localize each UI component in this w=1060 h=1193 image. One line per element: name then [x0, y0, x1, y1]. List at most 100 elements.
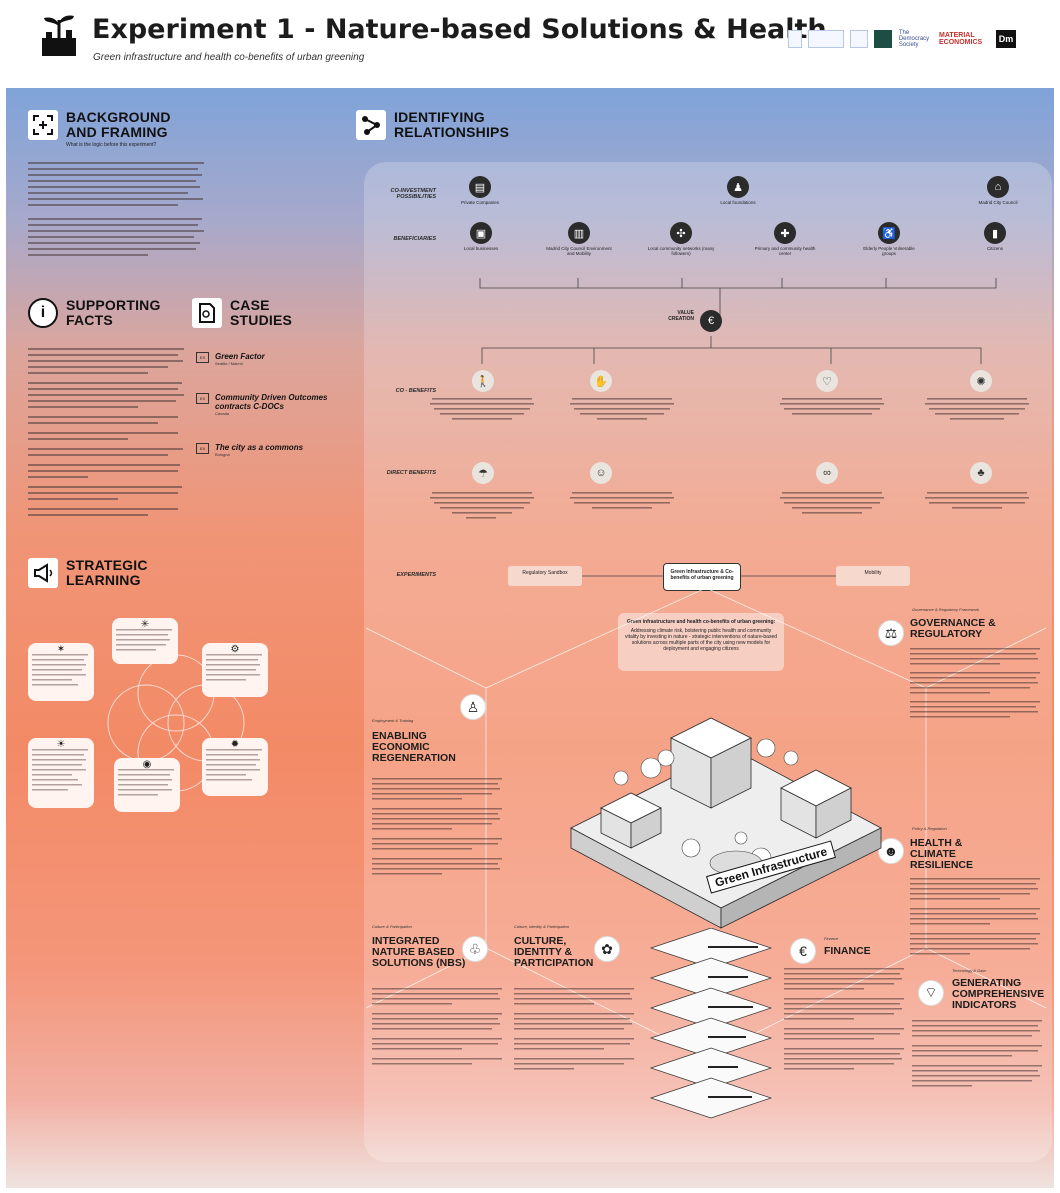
hands-icon: ✋ [590, 370, 612, 392]
learning-box: ☀ [28, 738, 94, 808]
nbs-text [372, 988, 502, 1065]
topic-title-nbs: INTEGRATED NATURE BASED SOLUTIONS (NBS) [372, 935, 466, 969]
row-label-co-investment: CO-INVESTMENT POSSIBILITIES [390, 188, 436, 200]
experiment-hub[interactable]: Green Infrastructure & Co-benefits of ur… [663, 563, 741, 591]
beneficiary-node[interactable]: ▣ Local businesses [448, 222, 514, 251]
beneficiary-node[interactable]: ▥ Madrid City Council Environment and Mo… [546, 222, 612, 256]
direct-benefit-texts [430, 492, 1029, 519]
culture-icon: ✿ [594, 936, 620, 962]
gavel-icon: ⚖ [878, 620, 904, 646]
co-investor-node[interactable]: ♟ Local foundations [708, 176, 768, 205]
background-title: BACKGROUND AND FRAMING [66, 109, 171, 140]
partner-logo: MATERIAL ECONOMICS [939, 32, 983, 46]
health-text [910, 878, 1040, 955]
case-location: Bologna [215, 452, 230, 457]
experiment-note-title: Green infrastructure and health co-benef… [626, 619, 776, 625]
elderly-icon: ♿ [878, 222, 900, 244]
governance-text [910, 648, 1040, 718]
co-investor-node[interactable]: ▤ Private Companies [450, 176, 510, 205]
foundation-icon: ♟ [727, 176, 749, 198]
beneficiary-node[interactable]: ▮ Citizens [962, 222, 1028, 251]
experiment-right-pill[interactable]: Mobility [836, 566, 910, 586]
strategic-section-header: STRATEGIC LEARNING [28, 558, 216, 588]
experiment-connector [582, 575, 836, 577]
co-benefit-connectors [481, 336, 982, 364]
supporting-title: SUPPORTING FACTS [66, 297, 161, 328]
co-benefit-node[interactable]: ♡ [814, 370, 840, 392]
background-body [28, 162, 208, 284]
topic-title-finance: FINANCE [824, 945, 871, 957]
case-study-item[interactable]: EX The city as a commons Bologna [196, 443, 305, 457]
topic-category: Employment & Training [372, 718, 414, 723]
node-label: Madrid City Council Environment and Mobi… [546, 246, 612, 256]
finance-text [784, 968, 904, 1070]
row-label-beneficiaries: BENEFICIARIES [393, 236, 436, 242]
eye-small-icon: ◉ [142, 759, 152, 770]
green-infrastructure-illustration [570, 717, 882, 929]
document-icon [192, 298, 222, 328]
node-label: Private Companies [460, 200, 500, 205]
topic-title-governance: GOVERNANCE & REGULATORY [910, 617, 996, 640]
star-small-icon: ✶ [56, 644, 66, 655]
value-creation-label: VALUE CREATION [668, 310, 694, 322]
learning-box: ◉ [114, 758, 180, 812]
topic-category: Technology & Data [952, 968, 986, 973]
direct-benefit-node[interactable]: ☺ [588, 462, 614, 484]
page-subtitle: Green infrastructure and health co-benef… [93, 52, 365, 63]
experiment-left-pill[interactable]: Regulatory Sandbox [508, 566, 582, 586]
direct-benefit-node[interactable]: ☂ [470, 462, 496, 484]
megaphone-icon [28, 558, 58, 588]
case-tag: EX [196, 352, 209, 363]
partner-logo [808, 30, 844, 48]
beneficiary-node[interactable]: ✚ Primary and community health center [752, 222, 818, 256]
culture-text [514, 988, 634, 1070]
experiment-description: Green infrastructure and health co-benef… [618, 613, 784, 671]
node-label: Citizens [986, 246, 1003, 251]
people-icon: ☻ [878, 838, 904, 864]
partner-logo [788, 30, 802, 48]
partner-logo [850, 30, 868, 48]
partner-logo: The Democracy Society [898, 30, 930, 48]
node-label: Elderly People Vulnerable groups [863, 246, 915, 256]
co-benefit-node[interactable]: ✺ [968, 370, 994, 392]
co-investor-node[interactable]: ⌂ Madrid City Council [968, 176, 1028, 205]
wifi-icon: ⌔ [918, 980, 944, 1006]
row-label-co-benefits: CO - BENEFITS [395, 388, 436, 394]
co-benefit-node[interactable]: 🚶 [470, 370, 496, 392]
direct-benefit-node[interactable]: ∞ [814, 462, 840, 484]
experiment-note-body: Addressing climate risk, bolstering publ… [624, 628, 778, 652]
connections-icon [356, 110, 386, 140]
topic-category: Culture & Participation [372, 924, 412, 929]
node-label: Local community networks (many followers… [647, 246, 715, 256]
topic-category: Governance & Regulatory Framework [912, 607, 980, 612]
case-study-item[interactable]: EX Community Driven Outcomes contracts C… [196, 393, 335, 416]
infinity-icon: ∞ [816, 462, 838, 484]
shop-icon: ▣ [470, 222, 492, 244]
case-studies-section-header: CASE STUDIES [192, 298, 300, 328]
case-title: Green Factor [215, 352, 265, 361]
background-section-header: BACKGROUND AND FRAMING What is the logic… [28, 110, 176, 148]
case-location: Seattle / Malmö [215, 361, 243, 366]
beneficiary-node[interactable]: ✣ Local community networks (many followe… [646, 222, 716, 256]
leaf-face-icon: ☺ [590, 462, 612, 484]
tower-icon: ▥ [568, 222, 590, 244]
sun-small-icon: ✳ [140, 619, 150, 630]
case-study-item[interactable]: EX Green Factor Seattle / Malmö [196, 352, 265, 366]
direct-benefit-node[interactable]: ♣ [968, 462, 994, 484]
euro-icon: € [700, 310, 722, 332]
co-benefit-node[interactable]: ✋ [588, 370, 614, 392]
focus-plus-icon [28, 110, 58, 140]
poster-header: Experiment 1 - Nature-based Solutions & … [0, 0, 1060, 88]
heart-icon: ♡ [816, 370, 838, 392]
health-icon: ✚ [774, 222, 796, 244]
learning-box: ✹ [202, 738, 268, 796]
beneficiary-node[interactable]: ♿ Elderly People Vulnerable groups [856, 222, 922, 256]
tree-icon: ♣ [970, 462, 992, 484]
nbs-icon: ♧ [462, 936, 488, 962]
background-question: What is the logic before this experiment… [66, 142, 157, 148]
case-title: Community Driven Outcomes contracts C-DO… [215, 393, 328, 411]
rain-icon: ☂ [472, 462, 494, 484]
plant-city-logo-icon [42, 15, 76, 56]
learning-box: ✶ [28, 643, 94, 701]
node-label: Local foundations [720, 200, 756, 205]
